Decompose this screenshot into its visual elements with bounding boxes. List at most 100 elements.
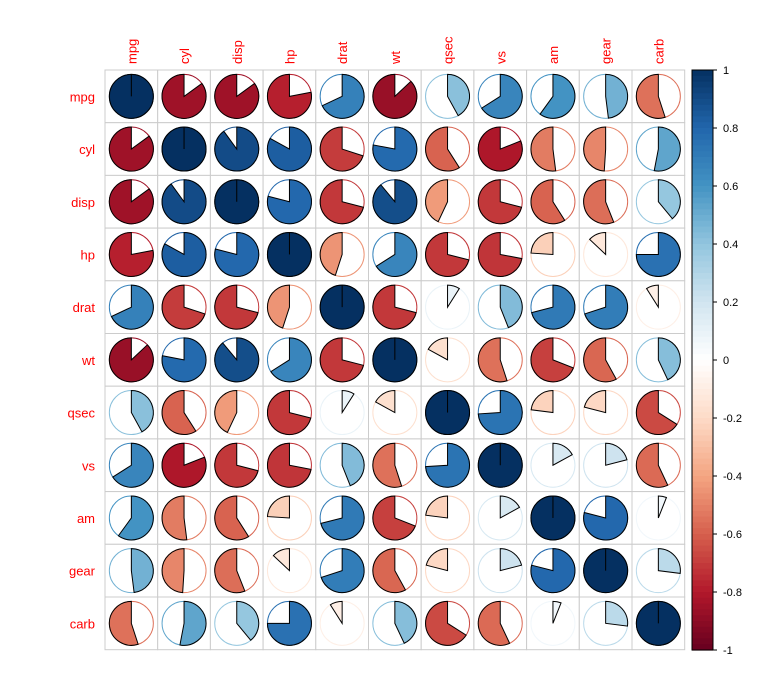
pie-slice bbox=[266, 126, 312, 172]
col-label-drat: drat bbox=[335, 41, 350, 64]
corr-cell-qsec-am bbox=[530, 390, 576, 436]
pie-slice bbox=[425, 126, 461, 172]
colorbar-segment bbox=[692, 464, 713, 471]
colorbar-segment bbox=[692, 145, 713, 152]
pie-slice bbox=[112, 442, 154, 488]
corr-cell-cyl-am bbox=[530, 126, 576, 172]
corr-cell-gear-mpg bbox=[108, 548, 154, 594]
colorbar-segment bbox=[692, 325, 713, 332]
colorbar-segment bbox=[692, 284, 713, 291]
colorbar-segment bbox=[692, 551, 713, 558]
colorbar-segment bbox=[692, 226, 713, 233]
corr-cell-cyl-qsec bbox=[425, 126, 471, 172]
colorbar-tick-label: -0.2 bbox=[723, 413, 742, 425]
corr-cell-gear-wt bbox=[372, 548, 418, 594]
corr-cell-vs-vs bbox=[477, 442, 523, 488]
colorbar-segment bbox=[692, 128, 713, 135]
pie-slice bbox=[108, 179, 154, 225]
corr-cell-carb-drat bbox=[319, 600, 365, 646]
pie-slice bbox=[425, 495, 449, 519]
colorbar-segment bbox=[692, 499, 713, 506]
pie-slice bbox=[319, 231, 343, 277]
corr-cell-wt-hp bbox=[266, 337, 312, 383]
corr-cell-mpg-gear bbox=[583, 73, 629, 119]
pie-slice bbox=[635, 390, 678, 436]
col-label-cyl: cyl bbox=[177, 48, 192, 64]
colorbar-tick-label: -0.6 bbox=[723, 529, 742, 541]
corr-cell-gear-carb bbox=[635, 548, 681, 594]
corr-cell-gear-cyl bbox=[161, 548, 207, 594]
corr-cell-vs-qsec bbox=[425, 442, 471, 488]
pie-slice bbox=[425, 179, 449, 223]
corr-cell-carb-hp bbox=[266, 600, 312, 646]
pie-slice bbox=[477, 179, 523, 225]
corr-cell-qsec-vs bbox=[477, 390, 523, 436]
pie-slice bbox=[530, 126, 557, 172]
corr-cell-vs-hp bbox=[266, 442, 312, 488]
colorbar-segment bbox=[692, 273, 713, 280]
colorbar-tick-label: 0.8 bbox=[723, 123, 738, 135]
col-label-carb: carb bbox=[651, 39, 666, 64]
corr-cell-hp-am bbox=[530, 231, 576, 277]
corr-cell-carb-wt bbox=[372, 600, 418, 646]
colorbar-segment bbox=[692, 348, 713, 355]
pie-slice bbox=[539, 73, 576, 119]
colorbar-segment bbox=[692, 302, 713, 309]
pie-slice bbox=[635, 73, 666, 119]
corr-cell-carb-carb bbox=[635, 600, 681, 646]
corr-cell-disp-hp bbox=[266, 179, 312, 225]
pie-slice bbox=[266, 600, 312, 646]
pie-slice bbox=[477, 231, 523, 277]
corr-cell-vs-gear bbox=[583, 442, 629, 488]
corr-cell-carb-vs bbox=[477, 600, 523, 646]
corr-cell-wt-disp bbox=[214, 337, 260, 383]
corr-cell-hp-carb bbox=[635, 231, 681, 277]
corr-cell-hp-hp bbox=[266, 231, 312, 277]
row-label-carb: carb bbox=[70, 616, 95, 631]
corr-cell-vs-wt bbox=[372, 442, 418, 488]
colorbar-segment bbox=[692, 603, 713, 610]
colorbar-segment bbox=[692, 406, 713, 413]
colorbar-segment bbox=[692, 383, 713, 390]
colorbar-segment bbox=[692, 191, 713, 199]
colorbar-segment bbox=[692, 400, 713, 407]
colorbar-segment bbox=[692, 470, 713, 477]
colorbar-segment bbox=[692, 597, 713, 605]
pie-slice bbox=[266, 73, 312, 119]
pie-slice bbox=[425, 548, 449, 572]
colorbar-segment bbox=[692, 238, 713, 245]
pie-slice bbox=[108, 337, 154, 383]
corr-cell-qsec-gear bbox=[583, 390, 629, 436]
col-label-gear: gear bbox=[599, 37, 614, 64]
pie-slice bbox=[375, 231, 418, 277]
corr-cell-hp-wt bbox=[372, 231, 418, 277]
colorbar-segment bbox=[692, 609, 713, 616]
colorbar-segment bbox=[692, 319, 713, 326]
pie-slice bbox=[130, 548, 154, 594]
colorbar-segment bbox=[692, 244, 713, 251]
colorbar-segment bbox=[692, 249, 713, 257]
corr-cell-gear-disp bbox=[214, 548, 260, 594]
pie-slice bbox=[266, 390, 312, 436]
colorbar-segment bbox=[692, 592, 713, 599]
colorbar-segment bbox=[692, 139, 713, 146]
corr-cell-drat-vs bbox=[477, 284, 523, 330]
pie-slice bbox=[530, 179, 566, 225]
pie-slice bbox=[552, 442, 573, 467]
corr-cell-gear-am bbox=[530, 548, 576, 594]
colorbar-segment bbox=[692, 429, 713, 436]
colorbar-segment bbox=[692, 81, 713, 88]
corr-cell-drat-am bbox=[530, 284, 576, 330]
corr-cell-vs-cyl bbox=[161, 442, 207, 488]
pie-slice bbox=[530, 548, 576, 594]
colorbar-segment bbox=[692, 528, 713, 535]
corr-cell-cyl-gear bbox=[583, 126, 629, 172]
corr-cell-am-mpg bbox=[108, 495, 154, 541]
corr-cell-am-disp bbox=[214, 495, 260, 541]
col-label-wt: wt bbox=[388, 51, 403, 65]
corr-cell-vs-disp bbox=[214, 442, 260, 488]
colorbar-segment bbox=[692, 133, 713, 141]
colorbar-segment bbox=[692, 122, 713, 129]
colorbar-segment bbox=[692, 186, 713, 193]
colorbar-segment bbox=[692, 70, 713, 77]
